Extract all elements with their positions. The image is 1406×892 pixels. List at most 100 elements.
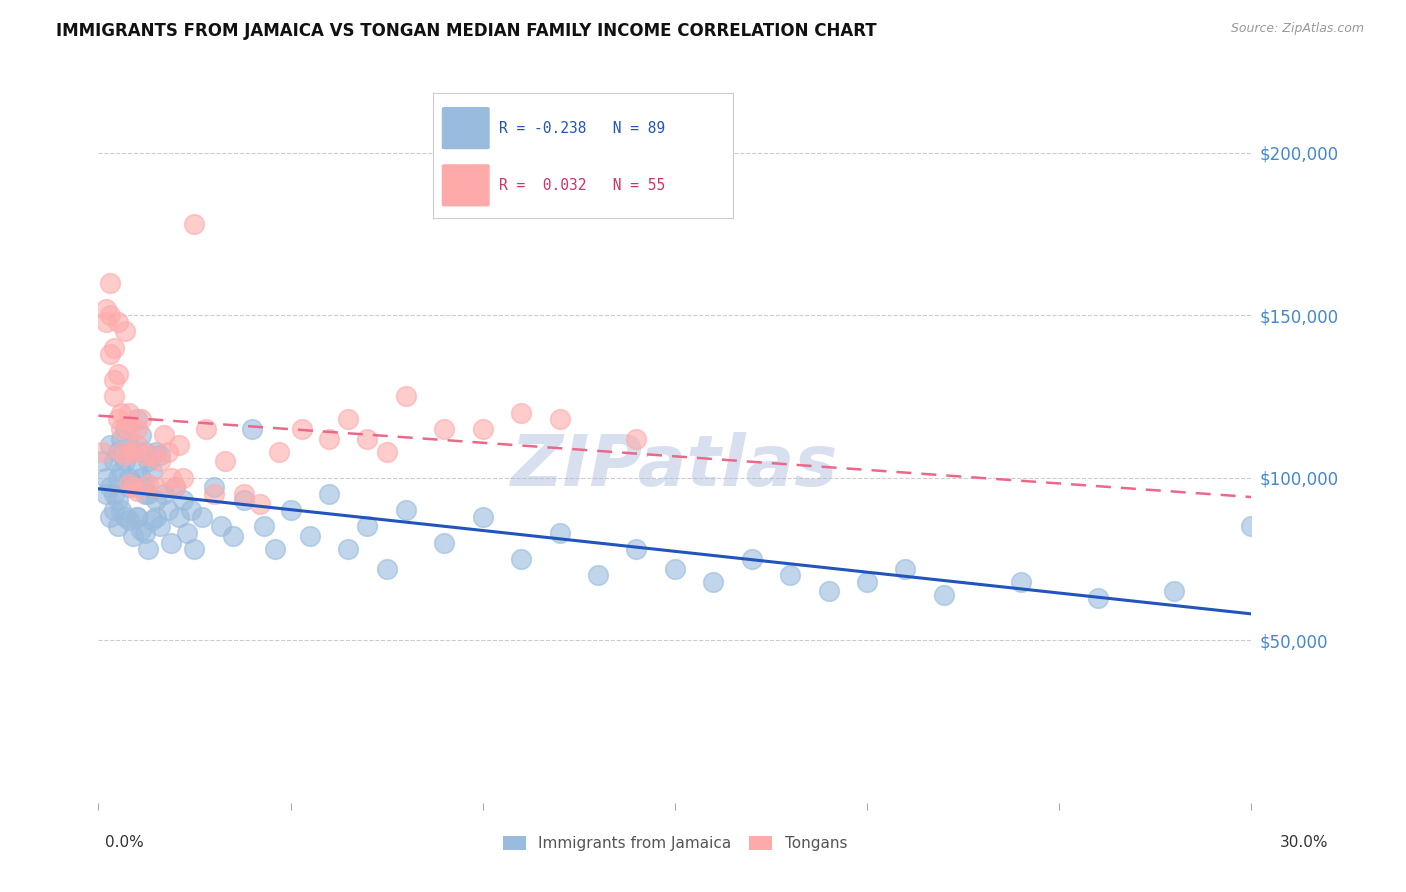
Point: [129, 412, 152, 426]
Point: [129, 471, 152, 485]
Point: [134, 480, 156, 494]
Text: ZIPatlas: ZIPatlas: [512, 432, 838, 500]
Point: [202, 480, 225, 494]
Point: [103, 454, 125, 468]
Point: [114, 454, 136, 468]
Point: [180, 503, 202, 517]
Point: [183, 542, 205, 557]
Point: [172, 471, 194, 485]
Point: [134, 526, 156, 541]
Point: [932, 588, 955, 602]
Point: [817, 584, 839, 599]
Point: [209, 519, 232, 533]
Point: [98, 347, 121, 361]
Point: [318, 432, 340, 446]
Point: [264, 542, 287, 557]
Point: [110, 422, 132, 436]
Point: [145, 509, 167, 524]
Point: [118, 406, 141, 420]
Point: [103, 389, 125, 403]
Point: [149, 448, 172, 462]
Point: [118, 438, 141, 452]
Point: [125, 438, 148, 452]
Point: [375, 444, 398, 458]
Point: [94, 301, 117, 316]
Point: [94, 315, 117, 329]
Point: [138, 542, 160, 557]
Point: [122, 444, 145, 458]
Point: [1240, 519, 1263, 533]
Point: [98, 509, 121, 524]
Point: [91, 454, 114, 468]
Text: 0.0%: 0.0%: [105, 836, 145, 850]
Point: [118, 477, 141, 491]
Point: [214, 454, 236, 468]
Point: [103, 503, 125, 517]
Point: [91, 444, 114, 458]
Point: [167, 509, 190, 524]
Point: [356, 432, 378, 446]
Point: [94, 487, 117, 501]
Point: [191, 509, 214, 524]
Point: [107, 471, 129, 485]
Point: [98, 438, 121, 452]
Point: [103, 487, 125, 501]
Point: [160, 535, 183, 549]
Point: [856, 574, 879, 589]
Point: [280, 503, 302, 517]
Text: Source: ZipAtlas.com: Source: ZipAtlas.com: [1230, 22, 1364, 36]
Point: [160, 471, 183, 485]
Point: [152, 487, 174, 501]
Point: [176, 526, 198, 541]
Point: [626, 542, 648, 557]
Point: [125, 483, 148, 498]
Point: [1163, 584, 1185, 599]
Point: [107, 367, 129, 381]
Point: [586, 568, 609, 582]
Point: [471, 422, 494, 436]
Point: [138, 477, 160, 491]
Point: [98, 276, 121, 290]
Point: [510, 406, 533, 420]
Point: [107, 493, 129, 508]
Point: [433, 535, 456, 549]
Point: [183, 217, 205, 231]
Point: [125, 509, 148, 524]
Point: [253, 519, 276, 533]
Point: [110, 406, 132, 420]
Point: [118, 480, 141, 494]
Point: [664, 562, 686, 576]
Point: [165, 480, 187, 494]
Point: [125, 412, 148, 426]
Point: [702, 574, 724, 589]
Text: IMMIGRANTS FROM JAMAICA VS TONGAN MEDIAN FAMILY INCOME CORRELATION CHART: IMMIGRANTS FROM JAMAICA VS TONGAN MEDIAN…: [56, 22, 877, 40]
Point: [172, 493, 194, 508]
Point: [125, 422, 148, 436]
Point: [103, 341, 125, 355]
Point: [510, 552, 533, 566]
Point: [138, 454, 160, 468]
Point: [122, 444, 145, 458]
Point: [165, 480, 187, 494]
Legend: Immigrants from Jamaica, Tongans: Immigrants from Jamaica, Tongans: [496, 830, 853, 857]
Point: [107, 519, 129, 533]
Point: [156, 503, 179, 517]
Point: [114, 509, 136, 524]
Point: [118, 422, 141, 436]
Point: [318, 487, 340, 501]
Point: [167, 438, 190, 452]
Point: [291, 422, 314, 436]
Point: [114, 325, 136, 339]
Point: [107, 444, 129, 458]
Point: [240, 422, 263, 436]
Point: [94, 471, 117, 485]
Point: [149, 454, 172, 468]
Point: [741, 552, 763, 566]
Point: [156, 444, 179, 458]
Point: [149, 519, 172, 533]
Point: [110, 444, 132, 458]
Point: [122, 480, 145, 494]
Point: [145, 444, 167, 458]
Point: [145, 493, 167, 508]
Point: [134, 487, 156, 501]
